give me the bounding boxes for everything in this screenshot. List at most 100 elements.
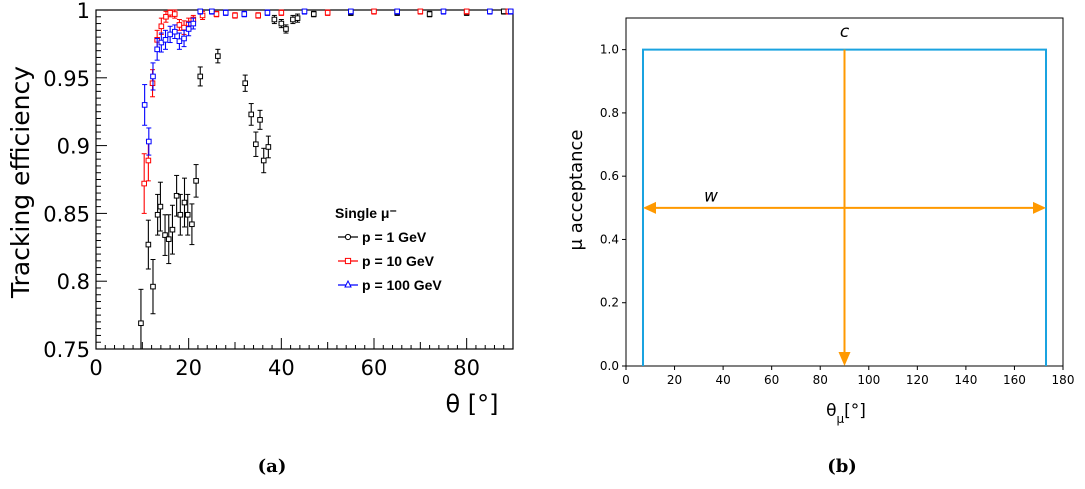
chart-b-axes: 0 20 40 60 80 100 120 140 160 180 0.0 0.2 0.4 0.6 0.8 1… xyxy=(600,17,1074,387)
data-point xyxy=(264,9,271,16)
data-point xyxy=(283,26,289,32)
data-point xyxy=(173,192,180,199)
data-point xyxy=(507,8,514,15)
data-point xyxy=(213,11,220,17)
data-point xyxy=(463,8,470,15)
data-point xyxy=(257,117,263,123)
data-point xyxy=(167,31,173,38)
x-tick-label: 80 xyxy=(813,373,828,387)
chart-a-axes: 0 20 40 60 80 0.75 0.8 0.85 0.9 0.95 1 xyxy=(43,0,514,380)
y-tick-label: 0.2 xyxy=(600,296,619,310)
tracking-efficiency-chart: 0 20 40 60 80 0.75 0.8 0.85 0.9 0.95 1 Tracking ef… xyxy=(6,0,514,477)
data-point xyxy=(290,16,296,23)
legend-marker xyxy=(344,257,352,265)
data-point xyxy=(241,11,248,17)
legend-marker xyxy=(344,233,352,241)
x-tick-label: 80 xyxy=(453,356,480,380)
data-point xyxy=(141,102,148,108)
data-point xyxy=(154,211,161,218)
y-tick-label: 0.4 xyxy=(600,232,619,246)
data-point xyxy=(278,20,285,27)
data-point xyxy=(310,11,317,17)
data-point xyxy=(197,73,204,80)
x-tick-label: 60 xyxy=(361,356,388,380)
arrow-w-head-left xyxy=(642,201,656,214)
data-point xyxy=(440,8,447,15)
x-tick-label: 20 xyxy=(667,373,682,387)
y-tick-label: 0.8 xyxy=(57,270,90,294)
data-point xyxy=(138,320,144,327)
x-tick-label: 20 xyxy=(175,356,202,380)
data-point xyxy=(394,8,400,15)
x-tick-label: 140 xyxy=(954,373,977,387)
data-point xyxy=(154,46,160,53)
x-tick-label: 120 xyxy=(906,373,929,387)
data-point xyxy=(165,236,172,242)
data-point xyxy=(426,11,433,17)
chart-a-legend: Single μ⁻ p = 1 GeV p = 10 GeV p = 100 GeV xyxy=(335,205,442,293)
data-point xyxy=(157,203,164,210)
y-tick-label: 1.0 xyxy=(600,43,619,57)
data-point xyxy=(167,9,173,16)
legend-marker xyxy=(344,279,352,288)
data-point xyxy=(162,37,169,43)
arrow-w-head-right xyxy=(1033,201,1047,214)
data-point xyxy=(248,111,255,118)
data-point xyxy=(242,80,248,87)
y-tick-label: 0.85 xyxy=(43,202,90,226)
data-point xyxy=(487,8,493,15)
data-point xyxy=(278,9,285,16)
data-point xyxy=(324,9,331,16)
data-point xyxy=(265,144,272,150)
y-tick-label: 0.95 xyxy=(43,67,90,91)
legend-label: p = 100 GeV xyxy=(362,277,442,293)
chart-a-data-points xyxy=(138,8,514,350)
legend-label: p = 1 GeV xyxy=(362,229,427,245)
data-point xyxy=(171,11,178,17)
chart-b-annotations: cw xyxy=(642,22,1047,366)
data-point xyxy=(189,221,195,228)
data-point xyxy=(181,24,187,31)
data-point xyxy=(177,211,184,218)
data-point xyxy=(145,241,152,248)
arrow-c-head xyxy=(838,352,851,366)
data-point xyxy=(184,211,191,218)
data-point xyxy=(150,283,156,290)
data-point xyxy=(417,8,424,15)
label-w: w xyxy=(704,186,718,206)
data-point xyxy=(301,8,308,15)
data-point xyxy=(141,180,147,187)
data-point xyxy=(158,23,165,30)
data-point xyxy=(222,9,229,16)
data-point xyxy=(232,12,238,19)
x-tick-label: 0 xyxy=(622,373,630,387)
data-point xyxy=(162,232,168,238)
data-point xyxy=(176,22,183,28)
legend-title: Single μ⁻ xyxy=(335,205,397,221)
data-point xyxy=(176,38,183,44)
x-tick-label: 60 xyxy=(764,373,779,387)
y-tick-label: 0.8 xyxy=(600,106,619,120)
chart-a-frame xyxy=(95,9,514,350)
data-point xyxy=(193,178,199,184)
y-tick-label: 0.75 xyxy=(43,338,90,362)
muon-acceptance-chart: 0 20 40 60 80 100 120 140 160 180 0.0 0.2 0.4 0.6 0.8 1… xyxy=(566,17,1074,477)
data-point xyxy=(255,12,261,19)
data-point xyxy=(371,8,377,15)
legend-label: p = 10 GeV xyxy=(362,253,435,269)
y-tick-label: 0.9 xyxy=(57,135,90,159)
x-tick-label: 0 xyxy=(89,356,102,380)
subcaption-b: (b) xyxy=(827,456,857,477)
data-point xyxy=(181,199,188,206)
data-point xyxy=(145,157,152,164)
data-point xyxy=(146,138,152,145)
data-point xyxy=(500,8,507,15)
data-point xyxy=(253,141,259,148)
data-point xyxy=(294,15,301,21)
data-point xyxy=(169,226,176,233)
label-c: c xyxy=(840,22,850,42)
x-tick-label: 40 xyxy=(268,356,295,380)
data-point xyxy=(197,8,204,15)
data-point xyxy=(209,8,215,15)
data-point xyxy=(150,73,156,80)
